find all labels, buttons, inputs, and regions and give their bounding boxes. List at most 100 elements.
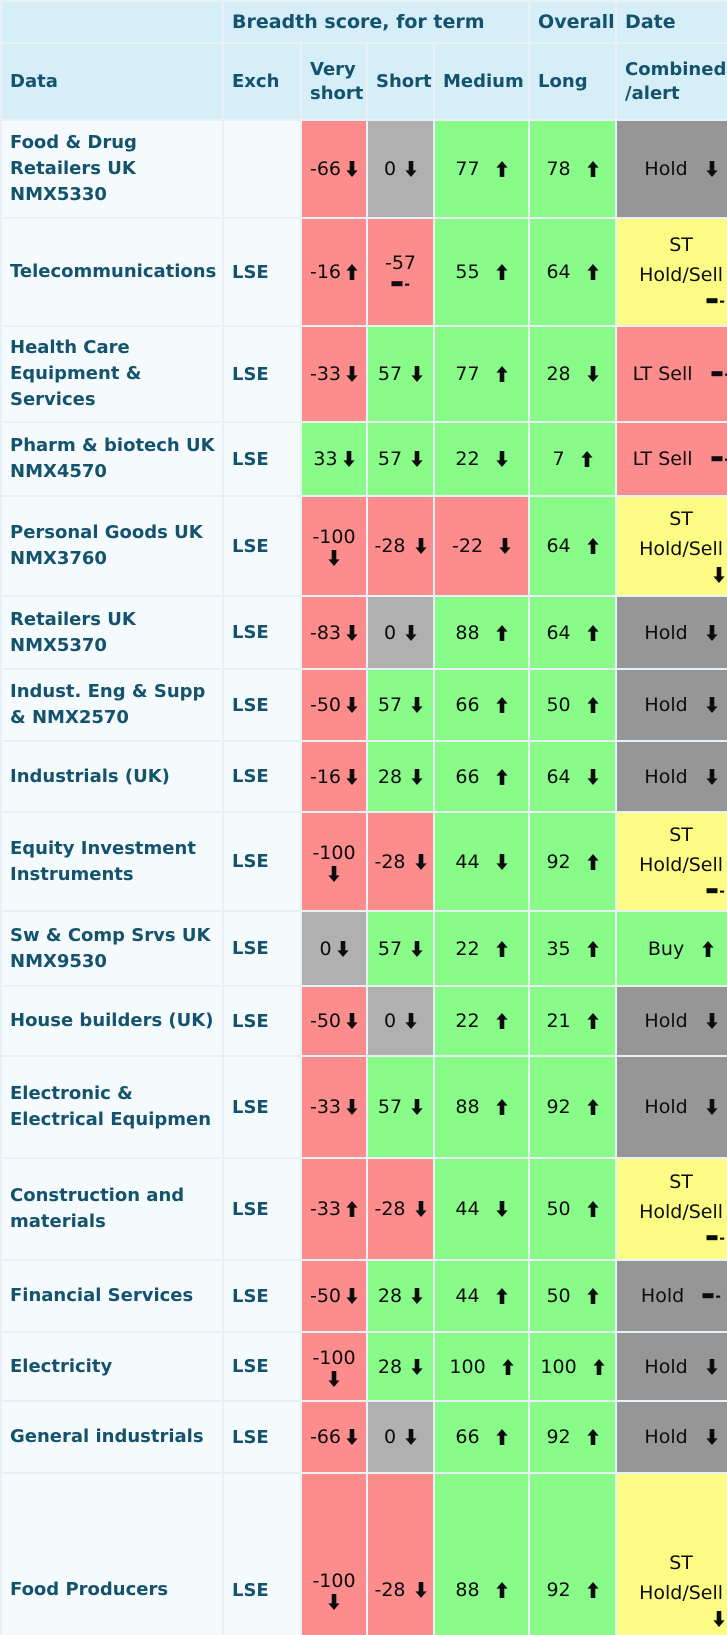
combined-alert-label: LT Sell xyxy=(632,363,693,385)
down-arrow-icon xyxy=(499,537,511,555)
sector-name-cell[interactable]: Sw & Comp Srvs UK NMX9530 xyxy=(0,910,224,987)
table-row: Pharm & biotech UK NMX4570 LSE 33 57 22 7 LT S… xyxy=(0,421,727,497)
combined-alert-label: Hold xyxy=(644,158,688,180)
sector-name-cell[interactable]: Electronic & Electrical Equipmen xyxy=(0,1055,224,1159)
combined-alert-label: Buy xyxy=(647,937,685,960)
down-arrow-icon xyxy=(405,1012,417,1030)
score-value: 44 xyxy=(455,1285,480,1307)
combined-alert-label: ST Hold/Sell xyxy=(639,234,724,286)
up-arrow-icon xyxy=(496,1581,508,1599)
combined-alert-cell: Hold xyxy=(615,1400,727,1474)
combined-alert-cell: Hold xyxy=(615,740,727,813)
score-cell-medium: 77 xyxy=(432,325,531,423)
score-cell-medium: 88 xyxy=(432,1472,531,1635)
score-value: 22 xyxy=(455,448,480,470)
score-cell-very-short: -100 xyxy=(300,811,368,912)
column-header-row: Data Exch Very short Short Medium Long C… xyxy=(0,42,727,121)
sector-name-cell[interactable]: House builders (UK) xyxy=(0,985,224,1057)
score-cell-very-short: -16 xyxy=(300,217,368,327)
up-arrow-icon xyxy=(502,1358,514,1376)
score-cell-very-short: -83 xyxy=(300,595,368,670)
down-arrow-icon xyxy=(706,160,718,178)
sector-name-cell[interactable]: General industrials xyxy=(0,1400,224,1474)
score-value: 50 xyxy=(546,694,571,716)
score-cell-short: 57 xyxy=(366,668,435,742)
exchange-cell: LSE xyxy=(222,740,302,813)
score-cell-short: -28 xyxy=(366,1157,435,1261)
table-row: Sw & Comp Srvs UK NMX9530 LSE 0 57 22 35 Buy xyxy=(0,910,727,987)
sector-name-cell[interactable]: Equity Investment Instruments xyxy=(0,811,224,912)
down-arrow-icon xyxy=(713,1610,725,1628)
score-value: 78 xyxy=(546,158,571,180)
up-arrow-icon xyxy=(587,1287,599,1305)
score-value: 28 xyxy=(377,1355,403,1378)
score-cell-short: -28 xyxy=(366,495,435,597)
down-arrow-icon xyxy=(411,1098,423,1116)
down-arrow-icon xyxy=(411,1358,423,1376)
down-arrow-icon xyxy=(414,853,427,871)
down-arrow-icon xyxy=(328,1593,340,1611)
sector-name-cell[interactable]: Retailers UK NMX5370 xyxy=(0,595,224,670)
score-cell-short: -28 xyxy=(366,1472,435,1635)
score-cell-long: 28 xyxy=(528,325,618,423)
score-cell-long: 50 xyxy=(528,668,618,742)
down-arrow-icon xyxy=(496,1200,508,1218)
table-row: General industrials LSE -66 0 66 92 Hold xyxy=(0,1400,727,1474)
combined-alert-label: Hold xyxy=(644,694,688,716)
table-row: Health Care Equipment & Services LSE -33 57… xyxy=(0,325,727,423)
table-row: Food Producers LSE -100 -28 88 92 ST Hold/Sell xyxy=(0,1472,727,1635)
exchange-cell: LSE xyxy=(222,668,302,742)
exchange-cell: LSE xyxy=(222,1400,302,1474)
combined-alert-cell: Hold xyxy=(615,1259,727,1333)
exchange-cell: LSE xyxy=(222,595,302,670)
score-value: -28 xyxy=(374,1198,406,1220)
score-cell-long: 78 xyxy=(528,119,618,219)
sector-name-cell[interactable]: Industrials (UK) xyxy=(0,740,224,813)
score-cell-very-short: 33 xyxy=(300,421,368,497)
sector-name-cell[interactable]: Telecommunications xyxy=(0,217,224,327)
exchange-cell: LSE xyxy=(222,1055,302,1159)
score-cell-medium: 77 xyxy=(432,119,531,219)
down-arrow-icon xyxy=(713,566,725,584)
score-value: -16 xyxy=(309,765,342,788)
up-arrow-icon xyxy=(496,696,508,714)
up-arrow-icon xyxy=(496,768,508,786)
score-value: 66 xyxy=(455,765,480,788)
exchange-cell: LSE xyxy=(222,217,302,327)
score-value: -50 xyxy=(309,1285,342,1307)
sector-name-cell[interactable]: Electricity xyxy=(0,1331,224,1402)
score-value: 57 xyxy=(377,694,403,716)
score-cell-short: 0 xyxy=(366,595,435,670)
score-value: -28 xyxy=(374,1579,406,1601)
combined-alert-label: Hold xyxy=(640,1285,685,1307)
sector-name-cell[interactable]: Indust. Eng & Supp & NMX2570 xyxy=(0,668,224,742)
score-value: 0 xyxy=(383,1426,397,1448)
sector-name-cell[interactable]: Construction and materials xyxy=(0,1157,224,1261)
table-row: Telecommunications LSE -16 -57 55 64 ST Hold/S… xyxy=(0,217,727,327)
exchange-cell: LSE xyxy=(222,421,302,497)
sector-name-cell[interactable]: Food Producers xyxy=(0,1472,224,1635)
table-row: Food & Drug Retailers UK NMX5330 -66 0 77 78… xyxy=(0,119,727,219)
score-cell-short: -28 xyxy=(366,811,435,912)
combined-alert-label: Hold xyxy=(644,621,688,644)
sector-name-cell[interactable]: Financial Services xyxy=(0,1259,224,1333)
score-cell-short: 57 xyxy=(366,421,435,497)
up-arrow-icon xyxy=(496,940,508,958)
column-header-combined-alert: Combined /alert xyxy=(615,42,727,121)
down-arrow-icon xyxy=(496,450,508,468)
score-cell-long: 21 xyxy=(528,985,618,1057)
score-value: -100 xyxy=(312,526,356,548)
exchange-cell: LSE xyxy=(222,811,302,912)
sector-name-cell[interactable]: Pharm & biotech UK NMX4570 xyxy=(0,421,224,497)
sector-name-cell[interactable]: Personal Goods UK NMX3760 xyxy=(0,495,224,597)
exchange-cell: LSE xyxy=(222,1331,302,1402)
table-row: Indust. Eng & Supp & NMX2570 LSE -50 57 66 50… xyxy=(0,668,727,742)
score-cell-very-short: -100 xyxy=(300,1331,368,1402)
sector-name-cell[interactable]: Food & Drug Retailers UK NMX5330 xyxy=(0,119,224,219)
column-header-very-short: Very short xyxy=(300,42,368,121)
combined-alert-cell: Hold xyxy=(615,1055,727,1159)
group-header-overall: Overall xyxy=(528,0,618,44)
sector-name-cell[interactable]: Health Care Equipment & Services xyxy=(0,325,224,423)
down-arrow-icon xyxy=(414,537,427,555)
down-arrow-icon xyxy=(346,160,358,178)
